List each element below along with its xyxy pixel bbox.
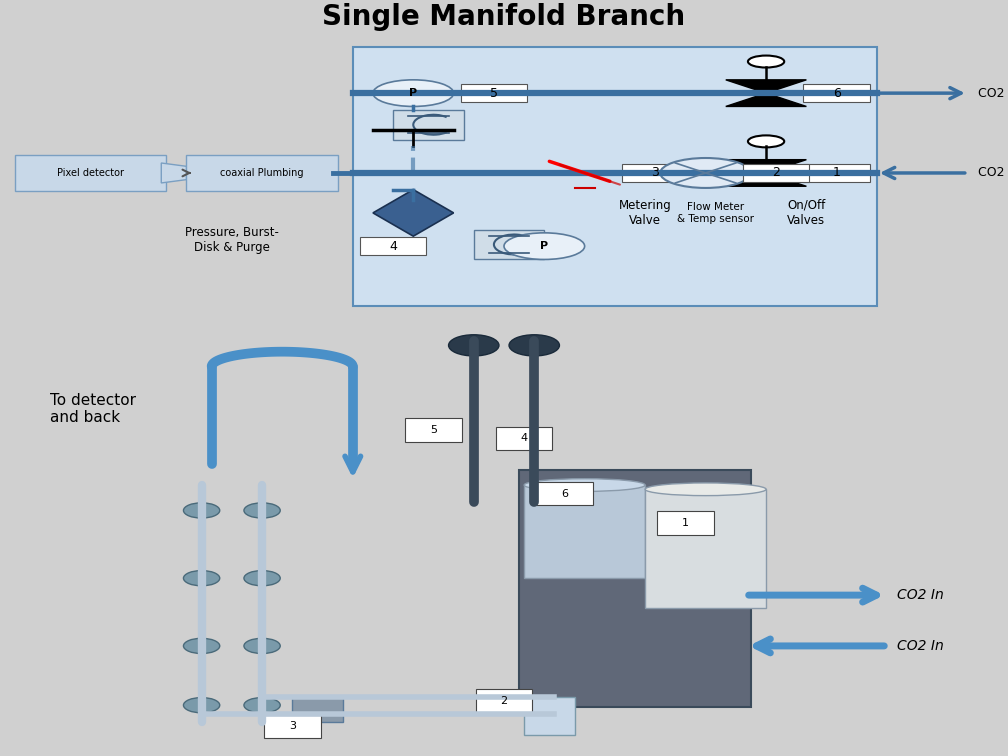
Circle shape: [449, 335, 499, 356]
Circle shape: [244, 503, 280, 518]
Polygon shape: [726, 80, 806, 93]
FancyBboxPatch shape: [393, 110, 464, 140]
Text: CO2 In: CO2 In: [897, 639, 943, 653]
Circle shape: [504, 233, 585, 259]
Text: Single Manifold Branch: Single Manifold Branch: [323, 2, 685, 31]
Text: CO2 In: CO2 In: [978, 166, 1008, 179]
Text: 4: 4: [520, 433, 528, 444]
Circle shape: [183, 698, 220, 713]
Text: CO2 In: CO2 In: [897, 588, 943, 602]
Text: 5: 5: [430, 425, 436, 435]
Circle shape: [244, 638, 280, 653]
FancyBboxPatch shape: [743, 163, 809, 182]
Text: 3: 3: [651, 166, 659, 179]
FancyBboxPatch shape: [536, 482, 593, 505]
Text: P: P: [409, 88, 417, 98]
Text: Metering
Valve: Metering Valve: [619, 199, 671, 227]
Circle shape: [509, 335, 559, 356]
Text: 1: 1: [682, 518, 688, 528]
FancyBboxPatch shape: [186, 155, 338, 191]
FancyBboxPatch shape: [461, 84, 527, 103]
FancyBboxPatch shape: [524, 697, 575, 735]
Circle shape: [244, 571, 280, 586]
Ellipse shape: [524, 479, 645, 491]
Circle shape: [748, 55, 784, 67]
FancyBboxPatch shape: [474, 230, 544, 259]
Text: 4: 4: [389, 240, 397, 253]
Text: 1: 1: [833, 166, 841, 179]
Text: 6: 6: [833, 87, 841, 100]
FancyBboxPatch shape: [264, 714, 321, 738]
FancyBboxPatch shape: [353, 47, 877, 306]
FancyBboxPatch shape: [519, 470, 751, 708]
FancyBboxPatch shape: [496, 426, 552, 451]
Ellipse shape: [645, 483, 766, 496]
FancyBboxPatch shape: [657, 511, 714, 535]
Text: CO2 Out: CO2 Out: [978, 87, 1008, 100]
Polygon shape: [726, 160, 806, 173]
Text: On/Off
Valves: On/Off Valves: [787, 199, 826, 227]
FancyBboxPatch shape: [803, 163, 870, 182]
FancyBboxPatch shape: [292, 697, 343, 722]
Polygon shape: [373, 190, 454, 236]
Circle shape: [183, 638, 220, 653]
Text: coaxial Plumbing: coaxial Plumbing: [221, 168, 303, 178]
Text: Pressure, Burst-
Disk & Purge: Pressure, Burst- Disk & Purge: [184, 225, 279, 253]
Text: 5: 5: [490, 87, 498, 100]
FancyBboxPatch shape: [622, 163, 688, 182]
Circle shape: [183, 503, 220, 518]
Text: P: P: [540, 241, 548, 251]
Text: 6: 6: [561, 488, 568, 498]
Polygon shape: [726, 93, 806, 107]
Circle shape: [660, 158, 751, 188]
FancyBboxPatch shape: [803, 84, 870, 103]
Text: Pixel detector: Pixel detector: [57, 168, 124, 178]
Text: 2: 2: [500, 696, 508, 706]
FancyBboxPatch shape: [476, 689, 532, 713]
Circle shape: [183, 571, 220, 586]
FancyBboxPatch shape: [405, 418, 462, 442]
Text: 2: 2: [772, 166, 780, 179]
FancyBboxPatch shape: [15, 155, 166, 191]
FancyBboxPatch shape: [360, 237, 426, 256]
Text: 3: 3: [289, 721, 295, 731]
FancyBboxPatch shape: [645, 489, 766, 608]
Text: To detector
and back: To detector and back: [50, 392, 136, 425]
Polygon shape: [161, 163, 186, 183]
Text: Flow Meter
& Temp sensor: Flow Meter & Temp sensor: [677, 202, 754, 224]
FancyBboxPatch shape: [524, 485, 645, 578]
Circle shape: [748, 135, 784, 147]
Circle shape: [244, 698, 280, 713]
Polygon shape: [726, 173, 806, 186]
Circle shape: [373, 80, 454, 107]
